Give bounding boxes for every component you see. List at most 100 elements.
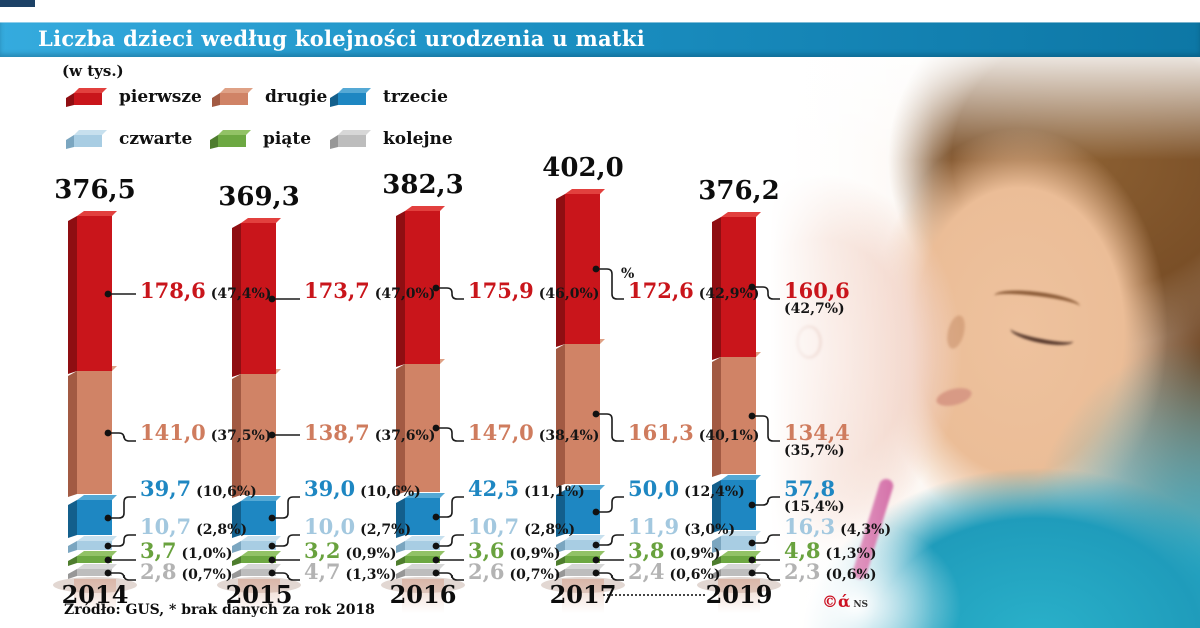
- value-number: 3,8: [628, 538, 665, 563]
- total-label-2017: 402,0: [542, 153, 624, 183]
- value-percent: (3,0%): [684, 522, 736, 538]
- leader-line-kolejne-2019: [755, 572, 780, 581]
- leader-dot-drugie-2015: [268, 431, 276, 439]
- value-number: 3,2: [304, 538, 341, 563]
- leader-dot-kolejne-2016: [432, 569, 440, 577]
- title-bar: Liczba dzieci według kolejności urodzeni…: [0, 22, 1200, 57]
- bar-segment-trzecie-2017: [556, 485, 605, 537]
- value-percent: (37,6%): [374, 428, 436, 444]
- leader-line-czwarte-2016: [439, 534, 464, 547]
- leader-dot-czwarte-2015: [268, 542, 276, 550]
- leader-line-pierwsze-2019: [755, 286, 780, 300]
- leader-line-drugie-2017: [599, 413, 624, 442]
- leader-line-kolejne-2015: [275, 572, 300, 581]
- bar-segment-piąte-2015: [232, 551, 281, 566]
- value-number: 4,8: [784, 538, 821, 563]
- value-percent: (15,4%): [784, 499, 845, 515]
- leader-line-czwarte-2015: [275, 534, 300, 547]
- legend-item-pierwsze: pierwsze: [66, 86, 202, 108]
- legend-label: kolejne: [383, 129, 453, 149]
- value-percent: (35,7%): [784, 443, 845, 459]
- leader-dot-czwarte-2016: [432, 542, 440, 550]
- value-label-kolejne-2016: 2,6 (0,7%): [468, 561, 560, 582]
- watermark-copyright: ©ά: [822, 592, 851, 611]
- value-number: 173,7: [304, 278, 370, 303]
- watermark: ©ά NS: [822, 592, 868, 611]
- value-percent: (47,4%): [210, 286, 272, 302]
- bar-segment-trzecie-2019: [712, 475, 761, 533]
- bar-segment-czwarte-2015: [232, 536, 281, 553]
- leader-line-kolejne-2016: [439, 572, 464, 581]
- leader-dot-drugie-2016: [432, 424, 440, 432]
- value-percent: (42,9%): [698, 286, 760, 302]
- value-label-piąte-2019: 4,8 (1,3%): [784, 540, 876, 561]
- value-number: 10,7: [468, 514, 520, 539]
- value-label-pierwsze-2017: 172,6 (42,9%): [628, 280, 759, 301]
- value-percent: (0,6%): [825, 567, 877, 583]
- leader-line-pierwsze-2016: [439, 287, 464, 300]
- value-label-drugie-2019: 134,4 (35,7%): [784, 422, 850, 458]
- leader-dot-drugie-2019: [748, 412, 756, 420]
- leader-dot-piąte-2016: [432, 556, 440, 564]
- leader-dot-trzecie-2019: [748, 501, 756, 509]
- value-number: 134,4: [784, 420, 850, 445]
- value-number: 175,9: [468, 278, 534, 303]
- value-number: 50,0: [628, 476, 680, 501]
- value-label-czwarte-2014: 10,7 (2,8%): [140, 516, 247, 537]
- value-label-kolejne-2019: 2,3 (0,6%): [784, 561, 876, 582]
- legend-label: pierwsze: [119, 87, 202, 107]
- bar-segment-drugie-2017: [556, 339, 605, 487]
- leader-line-trzecie-2016: [439, 496, 464, 518]
- bar-segment-kolejne-2015: [232, 564, 281, 579]
- leader-dot-piąte-2017: [592, 556, 600, 564]
- leader-dot-trzecie-2015: [268, 514, 276, 522]
- source-note: Źródło: GUS, * brak danych za rok 2018: [64, 602, 375, 618]
- leader-line-drugie-2016: [439, 427, 464, 442]
- value-label-kolejne-2017: 2,4 (0,6%): [628, 561, 720, 582]
- legend-item-kolejne: kolejne: [330, 128, 453, 150]
- legend-cube-kolejne: [330, 130, 371, 149]
- value-label-drugie-2015: 138,7 (37,6%): [304, 422, 435, 443]
- value-percent: (1,3%): [825, 546, 877, 562]
- value-number: 39,7: [140, 476, 192, 501]
- value-label-pierwsze-2019: 160,6 (42,7%): [784, 280, 850, 316]
- watermark-initials: NS: [853, 600, 869, 610]
- value-percent: (0,9%): [509, 546, 561, 562]
- legend-cube-drugie: [212, 88, 253, 107]
- value-number: 3,6: [468, 538, 505, 563]
- value-label-drugie-2014: 141,0 (37,5%): [140, 422, 271, 443]
- value-label-kolejne-2014: 2,8 (0,7%): [140, 561, 232, 582]
- value-label-piąte-2017: 3,8 (0,9%): [628, 540, 720, 561]
- year-label-2019: 2019: [705, 580, 773, 609]
- value-number: 42,5: [468, 476, 520, 501]
- chart-title: Liczba dzieci według kolejności urodzeni…: [38, 26, 646, 51]
- value-number: 10,0: [304, 514, 356, 539]
- value-label-kolejne-2015: 4,7 (1,3%): [304, 561, 396, 582]
- value-percent: (0,7%): [509, 567, 561, 583]
- leader-line-czwarte-2014: [111, 534, 136, 547]
- leader-dot-pierwsze-2017: [592, 265, 600, 273]
- value-label-pierwsze-2016: 175,9 (46,0%): [468, 280, 599, 301]
- value-number: 16,3: [784, 514, 836, 539]
- value-label-trzecie-2016: 42,5 (11,1%): [468, 478, 585, 499]
- value-label-pierwsze-2015: 173,7 (47,0%): [304, 280, 435, 301]
- value-percent: (0,7%): [181, 567, 233, 583]
- total-label-2015: 369,3: [218, 182, 300, 212]
- value-label-piąte-2016: 3,6 (0,9%): [468, 540, 560, 561]
- leader-dot-kolejne-2019: [748, 569, 756, 577]
- value-number: 57,8: [784, 476, 836, 501]
- value-label-drugie-2017: 161,3 (40,1%): [628, 422, 759, 443]
- value-percent: (2,8%): [524, 522, 576, 538]
- leader-line-trzecie-2017: [599, 496, 624, 513]
- legend-cube-trzecie: [330, 88, 371, 107]
- top-left-navy-chip: [0, 0, 35, 7]
- total-label-2016: 382,3: [382, 170, 464, 200]
- value-percent: (42,7%): [784, 301, 845, 317]
- unit-label: (w tys.): [62, 62, 124, 80]
- leader-line-drugie-2014: [111, 432, 136, 442]
- value-number: 39,0: [304, 476, 356, 501]
- value-number: 2,6: [468, 559, 505, 584]
- bar-segment-czwarte-2016: [396, 536, 445, 553]
- leader-dot-drugie-2014: [104, 429, 112, 437]
- leader-dot-czwarte-2014: [104, 542, 112, 550]
